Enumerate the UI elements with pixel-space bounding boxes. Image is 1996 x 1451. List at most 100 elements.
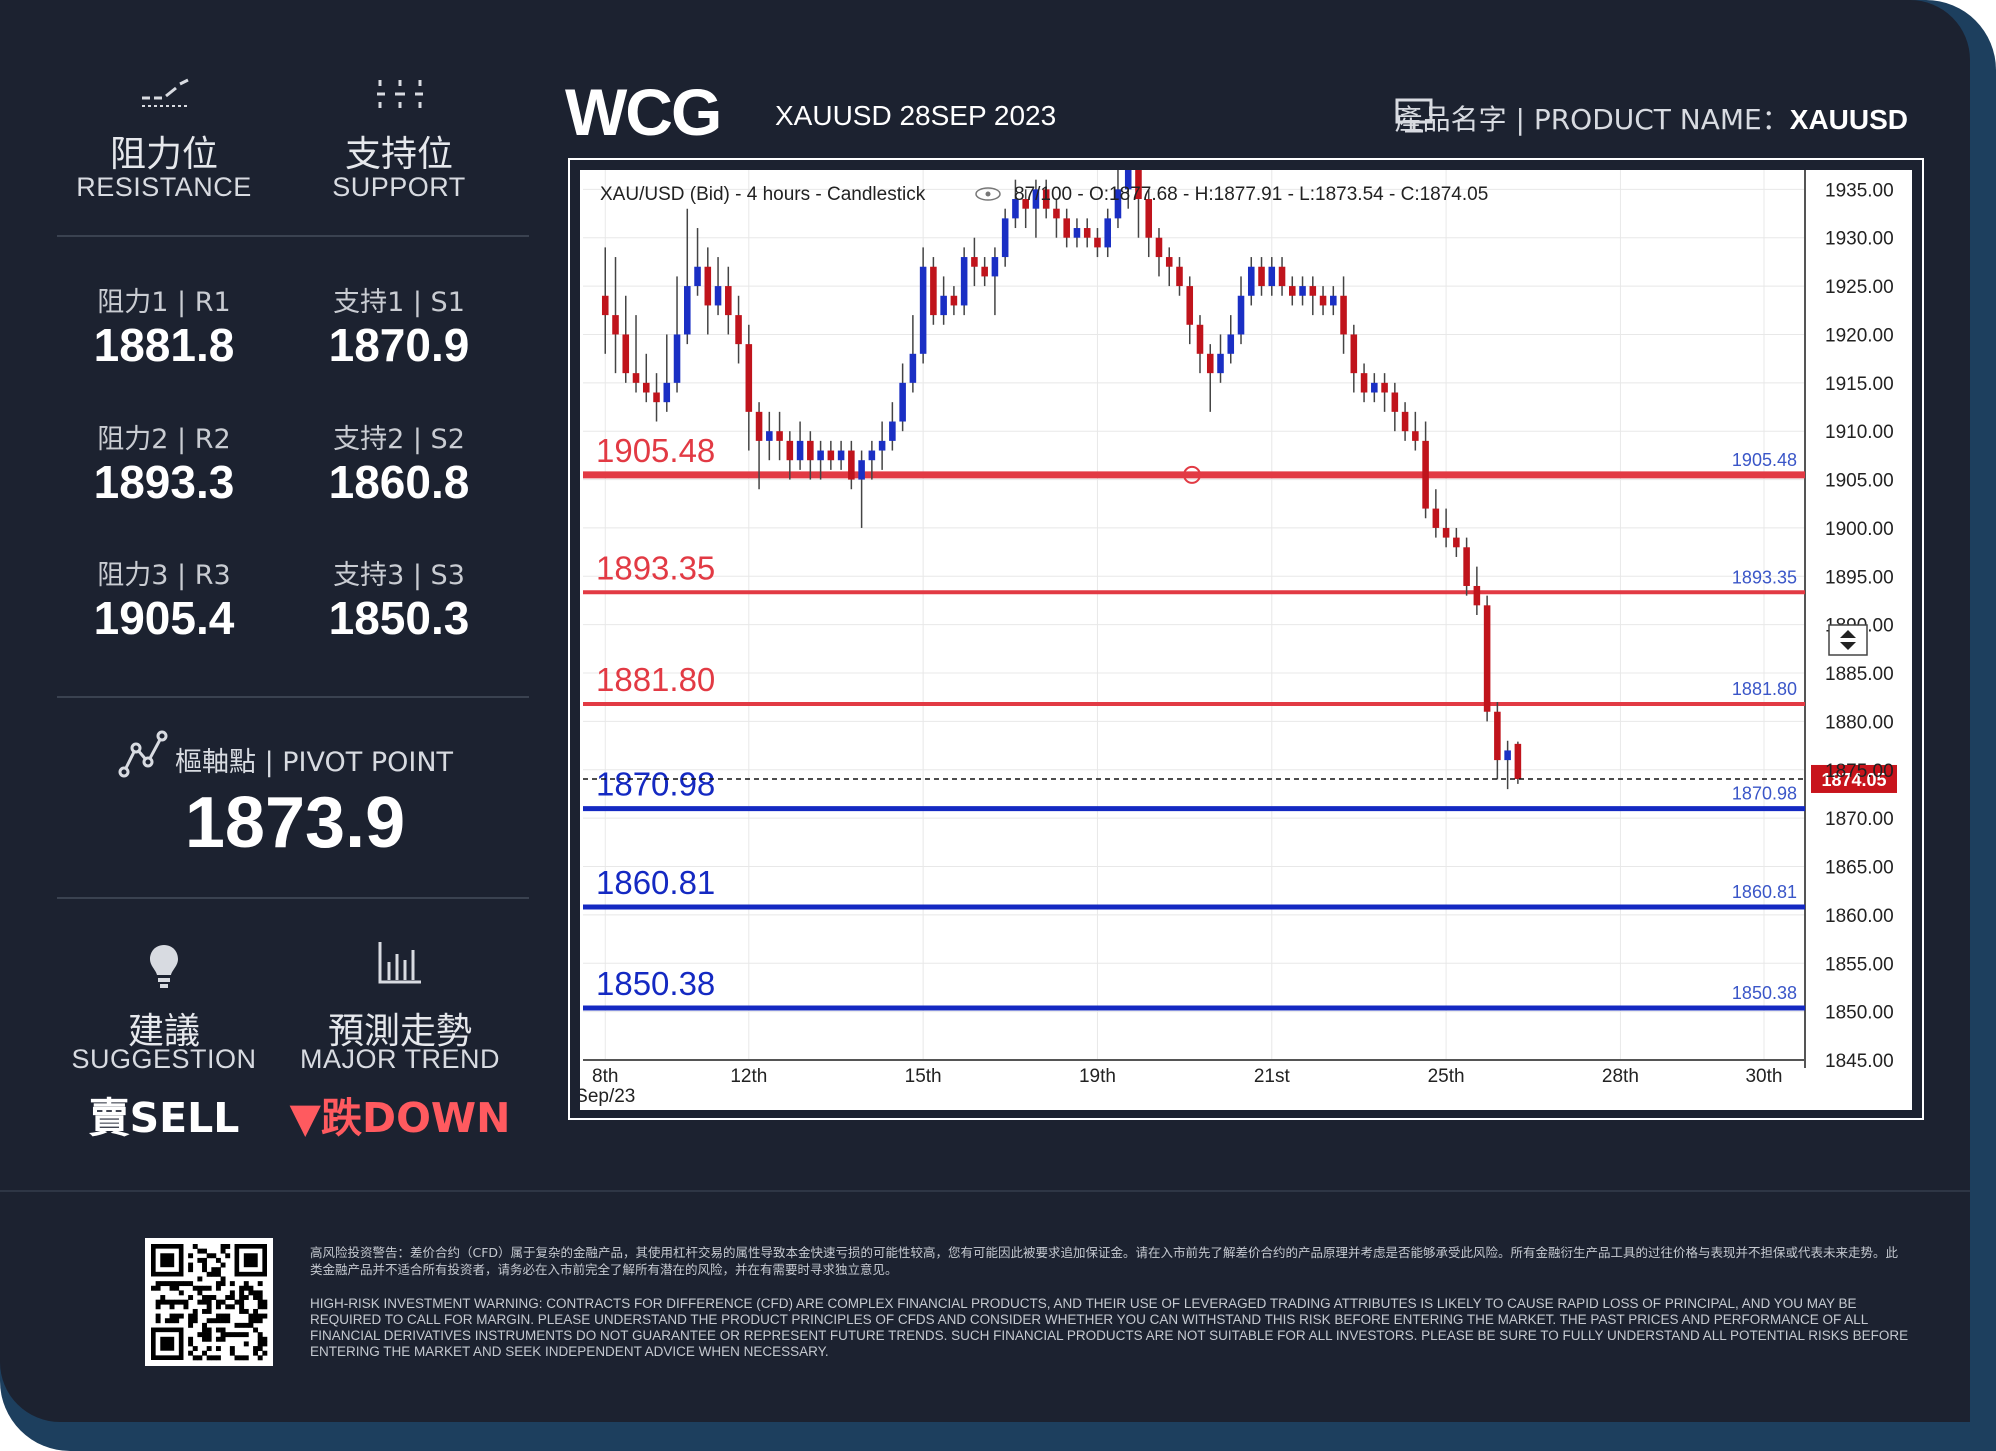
candle-body [714, 286, 722, 306]
s3-label: 支持3 | S3 [333, 560, 465, 591]
pivot-label: 樞軸點 | PIVOT POINT [175, 747, 454, 778]
candle-body [766, 431, 773, 441]
r1-value: 1881.8 [93, 319, 235, 371]
footer-divider [0, 1190, 1970, 1192]
candle-body [1063, 218, 1070, 238]
candle-body [1135, 170, 1142, 200]
candle-body [673, 334, 681, 383]
candle-body [1217, 353, 1224, 374]
level-label-left: 1850.38 [596, 965, 715, 1002]
candle-body [612, 315, 619, 335]
candle-body [1042, 189, 1050, 209]
product-value: XAUUSD [1789, 104, 1908, 135]
candle-body [1258, 266, 1265, 287]
scale-handle-icon [1828, 624, 1868, 656]
candle-body [878, 440, 886, 451]
y-tick-label: 1865.00 [1825, 858, 1894, 879]
candle-body [735, 315, 742, 345]
candle-body [725, 286, 732, 316]
y-tick-label: 1850.00 [1825, 1003, 1894, 1024]
y-tick-label: 1935.00 [1825, 180, 1894, 201]
candle-body [1309, 286, 1317, 296]
candle-body [1453, 537, 1460, 548]
candle-body [889, 421, 896, 441]
pivot-value: 1873.9 [184, 783, 406, 863]
y-tick-label: 1925.00 [1825, 277, 1894, 298]
y-tick-label: 1855.00 [1825, 954, 1894, 975]
candle-body [1196, 324, 1204, 354]
candle-body [745, 344, 753, 412]
candle-body [1186, 286, 1194, 325]
resistance-en: RESISTANCE [76, 172, 252, 202]
candle-body [1227, 334, 1235, 354]
lightbulb-icon [150, 945, 178, 988]
x-tick-label: 25th [1428, 1066, 1465, 1087]
trend-value: ▼跌DOWN [289, 1094, 511, 1142]
divider-3 [57, 897, 529, 899]
candle-body [1268, 266, 1276, 287]
candle-body [1206, 353, 1214, 374]
y-tick-label: 1860.00 [1825, 906, 1894, 927]
candle-body [1412, 431, 1419, 441]
candle-body [653, 392, 660, 403]
candle-body [1319, 295, 1327, 306]
level-label-left: 1881.80 [596, 661, 715, 698]
candle-body [1514, 743, 1522, 779]
y-tick-label: 1915.00 [1825, 374, 1894, 395]
candle-body [755, 411, 763, 441]
candle-body [1094, 237, 1101, 248]
x-tick-label: 28th [1602, 1066, 1639, 1087]
candle-body [1032, 189, 1040, 209]
level-label-right: 1905.48 [1732, 450, 1797, 470]
y-tick-label: 1900.00 [1825, 519, 1894, 540]
last-price-tag [1811, 764, 1897, 793]
candle-body [622, 334, 630, 374]
level-label-right: 1893.35 [1732, 567, 1797, 587]
trend-cn: 預測走勢 [327, 1011, 472, 1052]
last-price-label: 1874.05 [1821, 770, 1886, 790]
line-handle-marker [1183, 465, 1201, 484]
support-icon [377, 80, 423, 108]
divider-1 [57, 235, 529, 237]
candle-body [632, 373, 640, 383]
candle-body [704, 266, 712, 306]
candle-body [950, 295, 958, 306]
monitor-icon [1395, 98, 1433, 133]
candle-body [1432, 508, 1440, 528]
level-label-right: 1870.98 [1732, 784, 1797, 804]
candle-body [1494, 711, 1501, 761]
level-label-right: 1860.81 [1732, 882, 1797, 902]
candle-body [601, 295, 609, 316]
r2-label: 阻力2 | R2 [97, 424, 231, 455]
trend-en: MAJOR TREND [299, 1044, 500, 1074]
support-en: SUPPORT [332, 172, 466, 202]
candle-body [694, 266, 701, 287]
candle-body [807, 440, 814, 461]
level-label-right: 1850.38 [1732, 983, 1797, 1003]
brand-logo: WCG [565, 74, 722, 150]
candle-body [981, 266, 988, 277]
candle-body [1504, 750, 1511, 761]
y-tick-label: 1885.00 [1825, 664, 1894, 685]
chart-panel: 1905.48 1905.48 1893.35 1893.35 1881.80 1881.… [575, 150, 1912, 1110]
candle-body [663, 382, 671, 403]
candle-body [1371, 382, 1378, 393]
x-tick-label: 30th [1745, 1066, 1782, 1087]
y-tick-label: 1920.00 [1825, 325, 1894, 346]
pivot-icon [118, 730, 168, 778]
r3-value: 1905.4 [93, 592, 235, 644]
y-tick-label: 1930.00 [1825, 229, 1894, 250]
eye-icon [975, 187, 1001, 201]
y-tick-label: 1880.00 [1825, 712, 1894, 733]
product-label: 產品名字 | PRODUCT NAME： [1394, 103, 1790, 136]
s2-label: 支持2 | S2 [333, 424, 465, 455]
candle-body [858, 460, 865, 480]
candle-body [817, 450, 824, 461]
y-tick-label: 1905.00 [1825, 471, 1894, 492]
suggestion-en: SUGGESTION [71, 1044, 257, 1074]
x-tick-label: 12th [730, 1066, 767, 1087]
candle-body [837, 450, 845, 461]
level-label-left: 1860.81 [596, 864, 715, 901]
y-tick-label: 1910.00 [1825, 422, 1894, 443]
qr-code[interactable] [145, 1238, 273, 1366]
